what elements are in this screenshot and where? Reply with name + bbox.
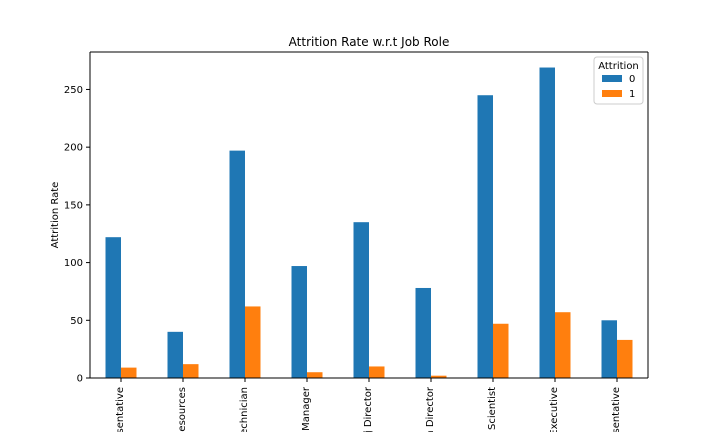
- bar-series-0: [167, 331, 183, 378]
- y-tick-label: 100: [64, 258, 83, 269]
- legend-swatch-1: [602, 90, 622, 97]
- x-tick-label: esources: [177, 387, 188, 432]
- y-tick-label: 250: [64, 85, 83, 96]
- x-tick-label: h Director: [425, 386, 436, 432]
- bar-series-0: [539, 67, 555, 379]
- bar-series-0: [353, 222, 369, 378]
- y-tick-label: 200: [64, 143, 83, 154]
- x-tick-label: echnician: [239, 387, 250, 432]
- y-tick-label: 0: [77, 374, 83, 385]
- legend-title: Attrition: [598, 61, 639, 72]
- bar-series-1: [307, 372, 323, 378]
- x-tick-label: Scientist: [487, 387, 498, 430]
- bar-series-1: [183, 364, 199, 378]
- bar-series-1: [431, 375, 447, 378]
- y-tick-label: 150: [64, 200, 83, 211]
- bar-series-1: [555, 312, 571, 378]
- bar-series-0: [415, 287, 431, 378]
- x-tick-label: Manager: [301, 386, 312, 431]
- x-tick-label: esentative: [115, 387, 126, 432]
- bar-series-0: [477, 95, 493, 378]
- bar-series-1: [369, 366, 385, 378]
- plot-area: 0 50 100 150 200 250 esentative esources echnici…: [64, 51, 649, 432]
- y-tick-label: 50: [70, 316, 83, 327]
- x-tick-label: j Director: [363, 386, 374, 432]
- bar-series-0: [601, 320, 617, 378]
- chart-title: Attrition Rate w.r.t Job Role: [289, 35, 450, 49]
- bar-series-0: [105, 237, 121, 378]
- bar-series-1: [245, 306, 261, 378]
- legend-label-1: 1: [629, 89, 635, 100]
- y-axis-label: Attrition Rate: [50, 182, 61, 249]
- bar-series-0: [291, 266, 307, 378]
- bar-series-1: [493, 323, 509, 378]
- x-tick-label: Executive: [549, 387, 560, 432]
- legend: Attrition 0 1: [593, 56, 644, 105]
- bar-series-1: [121, 367, 137, 378]
- bar-series-0: [229, 150, 245, 378]
- legend-label-0: 0: [629, 74, 635, 85]
- bar-series-1: [617, 339, 633, 378]
- legend-swatch-0: [602, 75, 622, 82]
- x-tick-label: esentative: [611, 387, 622, 432]
